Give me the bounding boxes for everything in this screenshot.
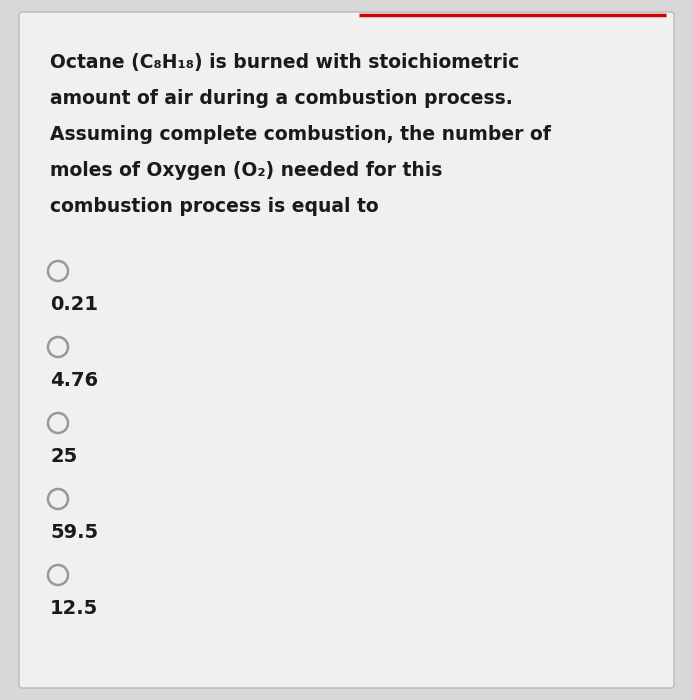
Text: 4.76: 4.76 — [50, 371, 98, 390]
Text: combustion process is equal to: combustion process is equal to — [50, 197, 378, 216]
Text: 0.21: 0.21 — [50, 295, 98, 314]
Text: 12.5: 12.5 — [50, 599, 98, 618]
Circle shape — [48, 261, 68, 281]
Text: Octane (C₈H₁₈) is burned with stoichiometric: Octane (C₈H₁₈) is burned with stoichiome… — [50, 53, 519, 72]
Circle shape — [48, 413, 68, 433]
Text: Assuming complete combustion, the number of: Assuming complete combustion, the number… — [50, 125, 551, 144]
Circle shape — [48, 489, 68, 509]
Circle shape — [48, 337, 68, 357]
Text: amount of air during a combustion process.: amount of air during a combustion proces… — [50, 89, 513, 108]
Text: moles of Oxygen (O₂) needed for this: moles of Oxygen (O₂) needed for this — [50, 161, 442, 180]
Text: 59.5: 59.5 — [50, 523, 98, 542]
Text: 25: 25 — [50, 447, 77, 466]
FancyBboxPatch shape — [19, 12, 674, 688]
Circle shape — [48, 565, 68, 585]
